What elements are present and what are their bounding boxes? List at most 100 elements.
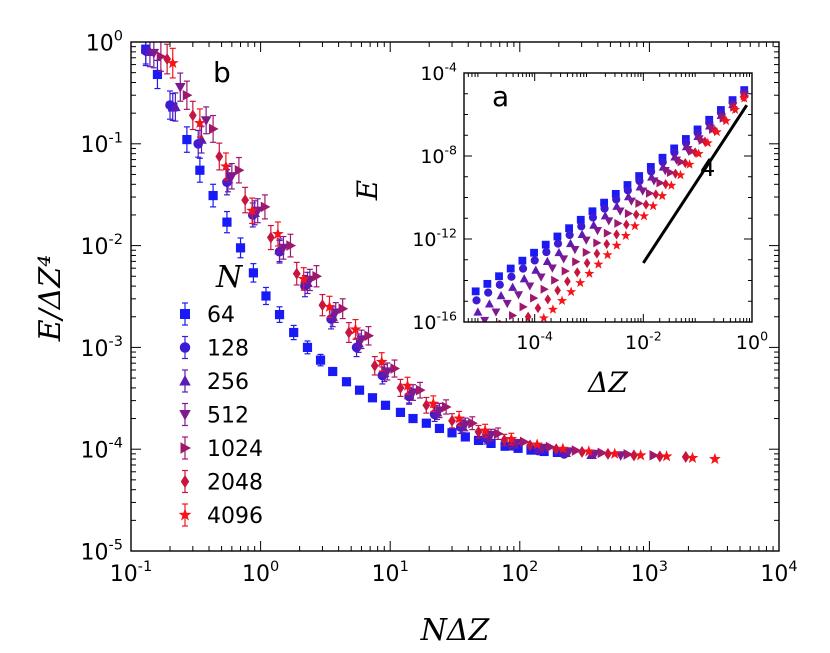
data-point-N64 bbox=[526, 445, 536, 455]
inset-point-N64 bbox=[530, 248, 538, 257]
inset-point-N128 bbox=[600, 204, 609, 213]
data-point-N64 bbox=[473, 435, 484, 446]
inset-point-N64 bbox=[506, 264, 515, 273]
inset-point-N512 bbox=[514, 291, 524, 300]
data-point-N1024 bbox=[312, 270, 323, 282]
inset-point-N1024 bbox=[593, 238, 602, 248]
inset-point-N256 bbox=[531, 265, 541, 274]
data-point-N2048 bbox=[681, 450, 690, 463]
legend-marker-N512 bbox=[179, 410, 191, 421]
y-tick-label: 10-4 bbox=[81, 436, 123, 464]
inset-point-N2048 bbox=[662, 179, 669, 190]
data-point-N2048 bbox=[292, 267, 301, 280]
data-point-N2048 bbox=[370, 359, 379, 372]
inset-point-N1024 bbox=[508, 311, 518, 320]
y-tick-label: 10-2 bbox=[81, 232, 123, 260]
inset-point-N512 bbox=[615, 207, 625, 216]
data-point-N4096 bbox=[708, 452, 721, 465]
data-point-N64 bbox=[222, 217, 232, 227]
data-point-N256 bbox=[170, 101, 181, 112]
x-tick-label: 102 bbox=[501, 559, 538, 587]
inset-point-N2048 bbox=[534, 303, 542, 314]
legend-label-N4096: 4096 bbox=[207, 504, 263, 529]
data-point-N64 bbox=[235, 243, 246, 253]
data-point-N512 bbox=[330, 308, 342, 319]
data-point-N4096 bbox=[686, 451, 699, 463]
data-point-N2048 bbox=[604, 447, 612, 460]
inset-point-N512 bbox=[547, 264, 557, 273]
data-point-N1024 bbox=[415, 384, 426, 396]
inset-point-N4096 bbox=[584, 268, 595, 278]
data-point-N64 bbox=[274, 309, 285, 320]
inset-point-N256 bbox=[519, 274, 529, 283]
main-data-points bbox=[140, 42, 721, 465]
inset-axis-ticks: 10-4 10-2 100 10-16 10-12 10-8 10-4 bbox=[412, 60, 768, 354]
main-y-axis-label: E/ΔZ⁴ bbox=[33, 255, 68, 343]
data-point-N4096 bbox=[349, 323, 362, 335]
inset-point-N4096 bbox=[639, 210, 650, 221]
inset-point-N2048 bbox=[652, 189, 660, 200]
inset-point-N1024 bbox=[667, 167, 676, 177]
inset-point-N2048 bbox=[632, 209, 640, 220]
inset-point-N4096 bbox=[666, 180, 677, 190]
inset-point-N4096 bbox=[593, 259, 604, 269]
inset-point-N128 bbox=[518, 264, 528, 273]
inset-point-N4096 bbox=[711, 126, 722, 137]
inset-point-N512 bbox=[570, 246, 580, 255]
inset-point-N256 bbox=[600, 211, 610, 220]
inset-point-N512 bbox=[626, 197, 636, 206]
data-point-N2048 bbox=[655, 450, 664, 463]
data-point-N1024 bbox=[468, 417, 478, 429]
inset-point-N128 bbox=[507, 272, 516, 281]
data-point-N64 bbox=[380, 400, 391, 410]
inset-point-N2048 bbox=[573, 267, 581, 278]
main-chart: 10-1 100 101 102 103 104 10-5 10-4 10-3 10-2 10-1 1… bbox=[33, 28, 798, 648]
data-point-N512 bbox=[356, 335, 367, 345]
data-point-N1024 bbox=[364, 330, 375, 342]
x-tick-label: 10-4 bbox=[516, 328, 553, 354]
inset-point-N2048 bbox=[593, 248, 601, 259]
inset-point-N128 bbox=[472, 296, 481, 305]
inset-point-N128 bbox=[647, 167, 656, 176]
inset-point-N512 bbox=[559, 255, 569, 264]
legend-label-N64: 64 bbox=[207, 303, 235, 328]
legend-label-N256: 256 bbox=[207, 370, 249, 395]
inset-point-N1024 bbox=[572, 257, 581, 267]
inset-point-N64 bbox=[495, 272, 503, 281]
inset-point-N256 bbox=[496, 291, 506, 300]
x-tick-label: 101 bbox=[372, 559, 409, 587]
y-tick-label: 10-5 bbox=[81, 537, 123, 565]
x-tick-label: 104 bbox=[760, 559, 797, 587]
data-point-N4096 bbox=[608, 447, 621, 459]
data-point-N512 bbox=[511, 438, 523, 449]
inset-point-N64 bbox=[553, 232, 562, 241]
inset-point-N64 bbox=[518, 256, 527, 265]
inset-point-N1024 bbox=[624, 208, 634, 218]
data-point-N1024 bbox=[260, 201, 271, 213]
inset-point-N4096 bbox=[547, 304, 558, 314]
data-point-N1024 bbox=[545, 441, 556, 453]
data-point-N4096 bbox=[556, 442, 569, 454]
data-point-N4096 bbox=[582, 445, 595, 457]
data-point-N64 bbox=[328, 366, 338, 377]
inset-panel-label: a bbox=[492, 80, 509, 113]
inset-point-N1024 bbox=[519, 302, 528, 312]
data-point-N4096 bbox=[427, 397, 440, 409]
data-point-N2048 bbox=[500, 434, 509, 447]
data-point-N64 bbox=[486, 438, 496, 449]
inset-y-axis-label: E bbox=[351, 180, 384, 201]
data-point-N2048 bbox=[188, 109, 197, 122]
data-point-N4096 bbox=[375, 355, 388, 367]
inset-point-N4096 bbox=[693, 148, 704, 159]
data-point-N4096 bbox=[453, 412, 465, 424]
inset-point-N512 bbox=[525, 282, 535, 291]
inset-point-N1024 bbox=[677, 157, 686, 167]
data-point-N256 bbox=[196, 134, 207, 144]
data-point-N256 bbox=[274, 244, 285, 255]
data-point-N1024 bbox=[286, 240, 296, 251]
data-point-N4096 bbox=[531, 438, 544, 450]
data-point-N4096 bbox=[246, 204, 259, 216]
legend-title: N bbox=[215, 260, 244, 295]
inset-point-N512 bbox=[502, 299, 512, 309]
legend-marker-N256 bbox=[179, 375, 191, 386]
